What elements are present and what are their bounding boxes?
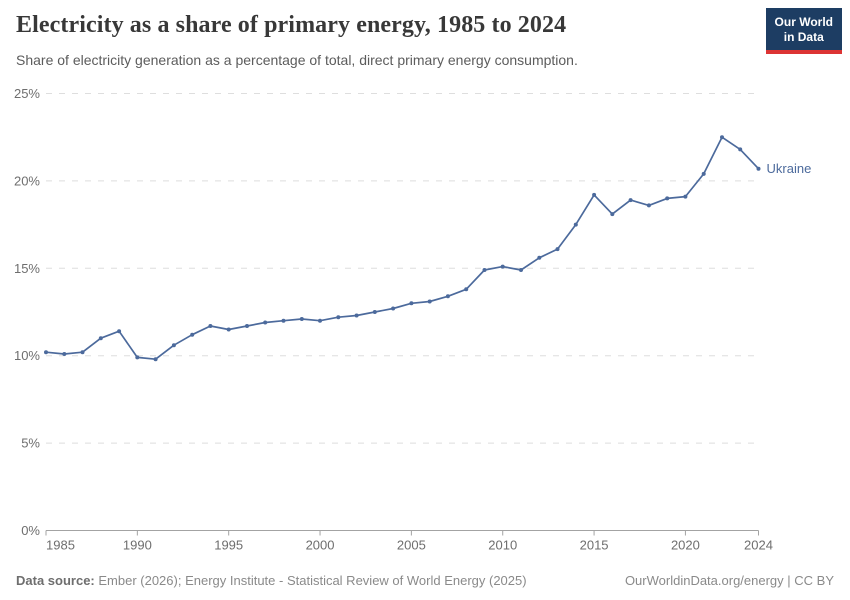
data-point[interactable] (720, 135, 724, 140)
data-point[interactable] (756, 166, 761, 171)
data-point[interactable] (573, 222, 578, 227)
data-point[interactable] (153, 357, 158, 362)
data-line[interactable] (45, 136, 760, 361)
data-point[interactable] (208, 324, 213, 328)
x-tick-label: 2015 (580, 538, 609, 553)
data-point[interactable] (171, 343, 176, 348)
data-point[interactable] (245, 324, 249, 328)
x-tick-label: 1985 (46, 538, 75, 553)
page-title: Electricity as a share of primary energy… (16, 12, 567, 38)
data-point[interactable] (80, 350, 85, 355)
x-tick-label: 2010 (488, 538, 517, 553)
x-tick-label: 2000 (306, 538, 335, 553)
data-point[interactable] (646, 203, 651, 208)
x-tick-label: 1990 (123, 538, 152, 553)
y-tick-label: 15% (14, 261, 40, 276)
y-tick-label: 20% (14, 173, 40, 188)
data-point[interactable] (519, 268, 523, 272)
data-point[interactable] (135, 355, 140, 360)
y-tick-label: 5% (21, 436, 40, 451)
data-point[interactable] (592, 192, 597, 197)
data-point[interactable] (537, 255, 542, 260)
data-point[interactable] (299, 317, 304, 321)
owid-logo[interactable]: Our World in Data (765, 8, 842, 54)
data-point[interactable] (683, 194, 688, 199)
data-point[interactable] (354, 313, 359, 318)
data-point[interactable] (738, 147, 743, 152)
data-point[interactable] (628, 198, 633, 203)
data-point[interactable] (409, 301, 414, 306)
attribution-link[interactable]: OurWorldinData.org/energy | CC BY (624, 573, 834, 588)
data-point[interactable] (391, 306, 396, 311)
x-tick-label: 2020 (671, 538, 700, 553)
data-point[interactable] (62, 352, 67, 356)
data-point[interactable] (445, 294, 450, 299)
data-point[interactable] (263, 320, 268, 325)
data-point[interactable] (281, 318, 286, 323)
y-tick-label: 25% (14, 86, 40, 101)
data-source: Data source: Ember (2026); Energy Instit… (16, 573, 527, 588)
x-tick-label: 1995 (214, 538, 243, 553)
owid-logo-line1: Our World (774, 15, 833, 29)
data-point[interactable] (117, 329, 122, 334)
data-point[interactable] (610, 212, 615, 217)
y-tick-label: 0% (21, 523, 40, 538)
data-source-label: Data source: (16, 573, 95, 588)
series-label-ukraine[interactable]: Ukraine (767, 161, 812, 176)
data-source-text: Ember (2026); Energy Institute - Statist… (94, 573, 527, 588)
data-point[interactable] (427, 299, 432, 304)
data-point[interactable] (190, 332, 195, 337)
data-point[interactable] (44, 350, 48, 355)
y-tick-label: 10% (14, 348, 40, 363)
data-point[interactable] (372, 310, 377, 314)
x-tick-label: 2005 (397, 538, 426, 553)
data-point[interactable] (665, 196, 670, 201)
chart-footer: Data source: Ember (2026); Energy Instit… (0, 573, 850, 588)
data-point[interactable] (482, 268, 487, 272)
data-point[interactable] (464, 287, 469, 292)
data-point[interactable] (701, 171, 706, 176)
data-point[interactable] (226, 327, 231, 332)
data-point[interactable] (318, 318, 322, 323)
data-point[interactable] (555, 247, 560, 252)
data-point[interactable] (500, 264, 505, 269)
data-point[interactable] (336, 315, 341, 320)
x-tick-label: 2024 (744, 538, 773, 553)
chart-subtitle: Share of electricity generation as a per… (16, 52, 578, 68)
owid-logo-line2: in Data (783, 30, 824, 44)
data-point[interactable] (98, 336, 103, 341)
